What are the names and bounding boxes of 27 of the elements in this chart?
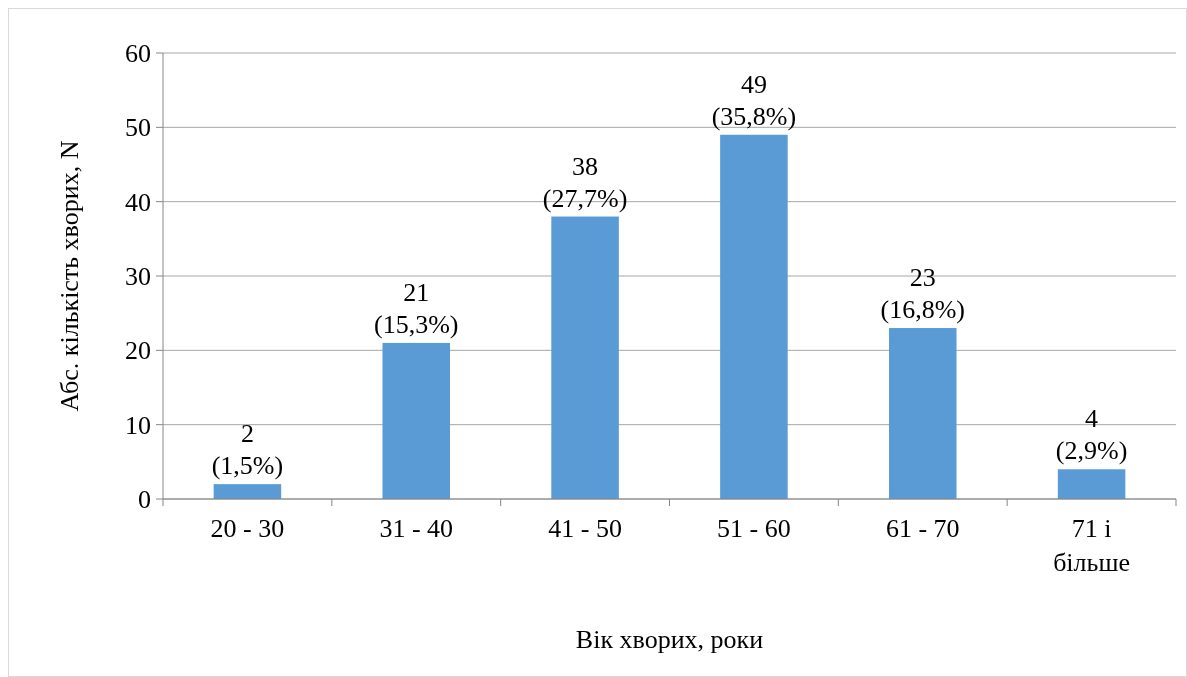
data-label: 21 (15,3%) (374, 277, 459, 339)
x-tick-label: 20 - 30 (210, 514, 285, 543)
data-label: 2 (1,5%) (211, 419, 284, 481)
x-tick-label: 61 - 70 (885, 514, 960, 543)
data-label: 4 (2,9%) (1055, 404, 1128, 466)
data-label: 23 (16,8%) (880, 263, 965, 325)
x-tick-label: 51 - 60 (717, 514, 791, 543)
data-label: 38 (27,7%) (542, 151, 628, 213)
y-tick-label: 20 (125, 336, 151, 366)
bar (1057, 469, 1126, 499)
x-axis-title: Вік хворих, роки (575, 625, 764, 654)
y-tick-label: 40 (125, 187, 151, 217)
bar (213, 484, 282, 499)
y-tick-label: 50 (125, 113, 151, 143)
bar (888, 328, 957, 499)
y-tick-label: 30 (125, 262, 151, 292)
x-tick-label: 31 - 40 (379, 514, 454, 543)
y-axis-title: Абс. кількість хворих, N (55, 140, 84, 412)
y-tick-label: 10 (125, 410, 151, 440)
y-tick-label: 0 (138, 485, 151, 515)
bar (720, 134, 788, 499)
y-tick-label: 60 (125, 39, 151, 69)
data-label: 49 (35,8%) (711, 69, 797, 131)
bar (551, 216, 619, 499)
x-tick-label: 41 - 50 (548, 514, 622, 543)
x-tick-label: 71 і більше (1053, 514, 1131, 577)
bar (382, 342, 451, 499)
